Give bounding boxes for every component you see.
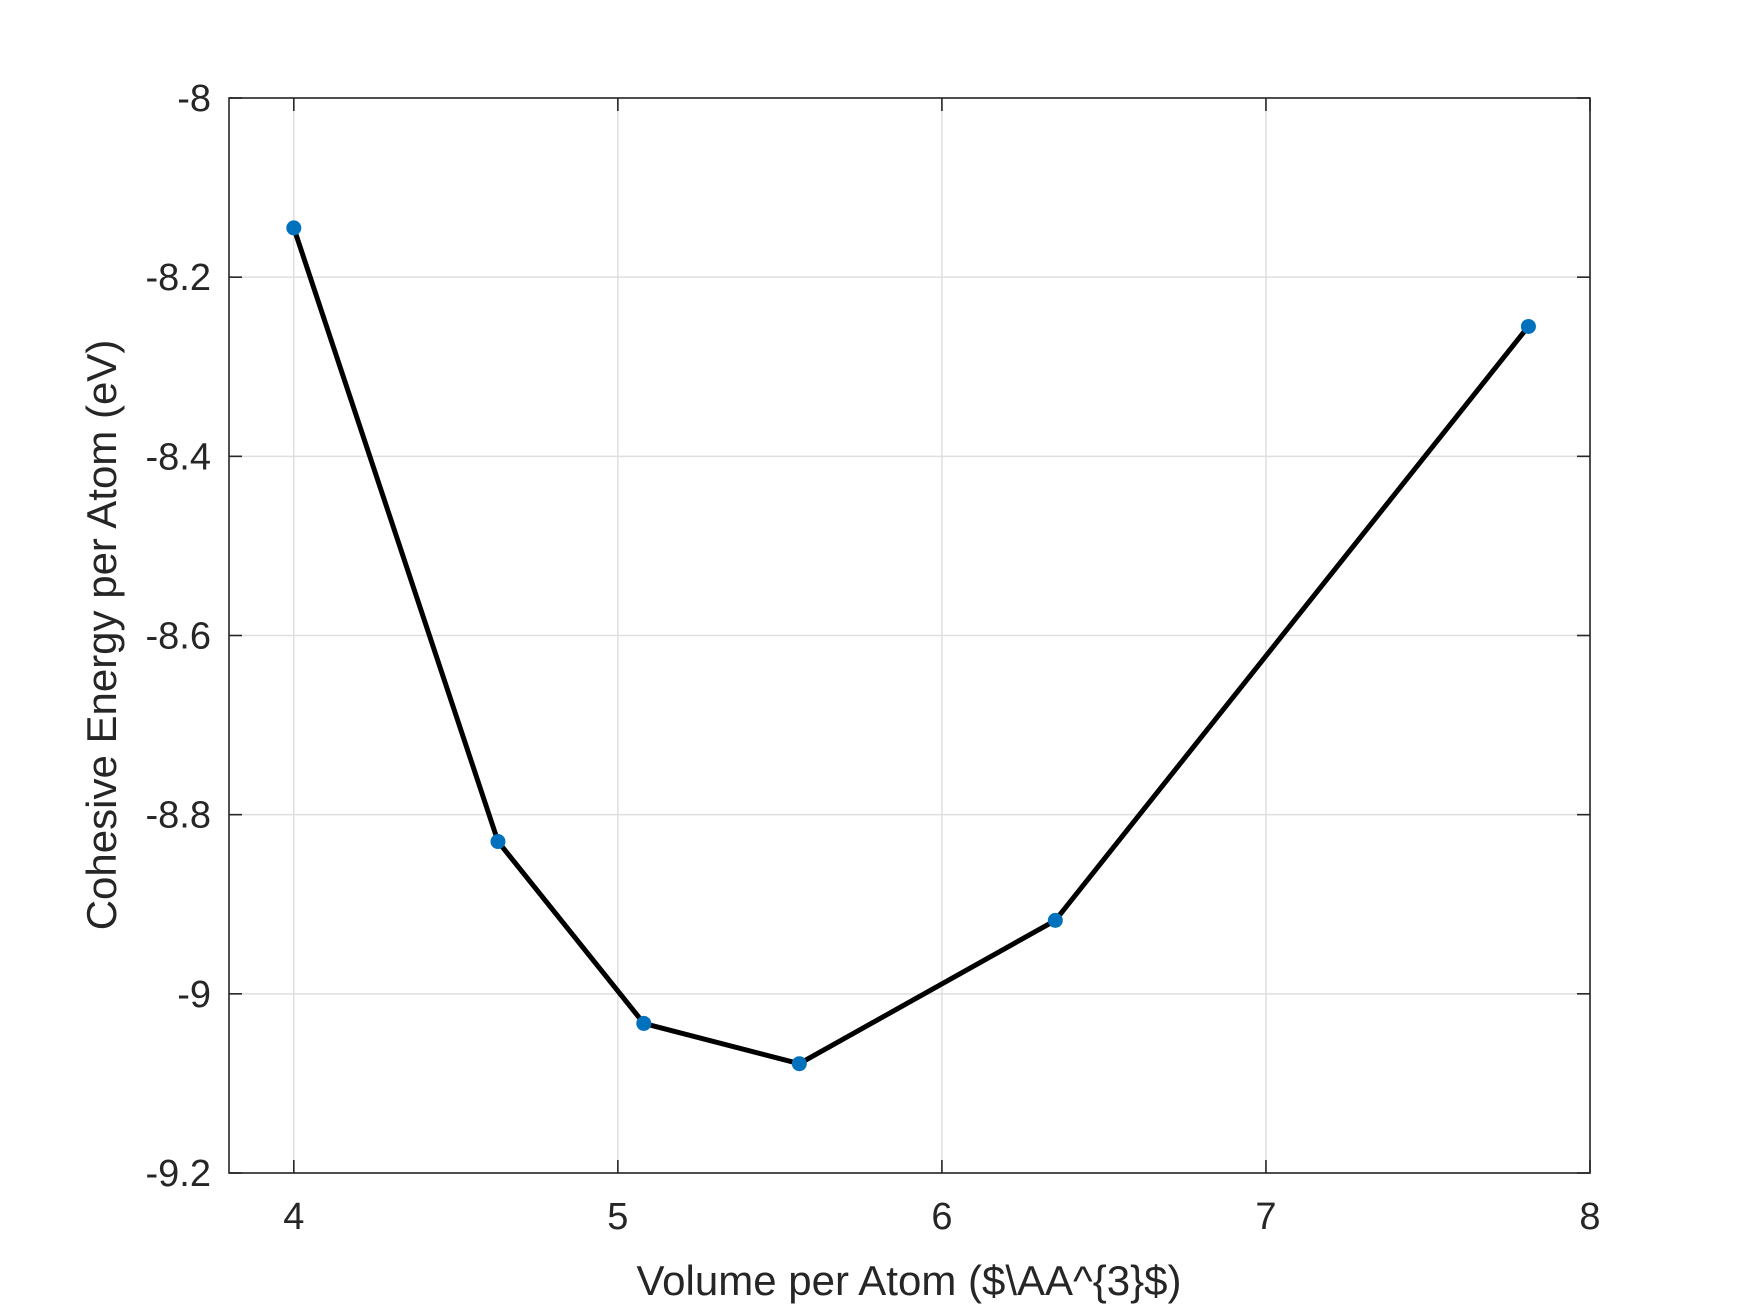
y-tick-labels: -8 -8.2 -8.4 -8.6 -8.8 -9 -9.2 <box>146 78 211 1195</box>
series <box>286 220 1536 1072</box>
x-tick-label: 8 <box>1579 1196 1600 1238</box>
y-tick-label: -8.2 <box>146 257 211 299</box>
data-point <box>1520 318 1536 334</box>
x-tick-labels: 4 5 6 7 8 <box>283 1196 1600 1238</box>
y-tick-label: -8.4 <box>146 436 211 478</box>
series-line <box>291 227 1531 1067</box>
plot-frame <box>228 97 1591 1174</box>
grid <box>229 97 1591 1174</box>
data-point <box>490 834 506 850</box>
y-tick-label: -9.2 <box>146 1153 211 1195</box>
y-tick-label: -9 <box>177 974 211 1016</box>
x-axis-label: Volume per Atom ($\AA^{3}$) <box>636 1257 1181 1304</box>
y-tick-label: -8.8 <box>146 795 211 837</box>
y-tick-label: -8 <box>177 78 211 120</box>
data-point <box>636 1015 652 1031</box>
data-point <box>1047 912 1063 928</box>
y-tick-label: -8.6 <box>146 616 211 658</box>
x-tick-label: 5 <box>607 1196 628 1238</box>
y-axis-label: Cohesive Energy per Atom (eV) <box>78 340 125 931</box>
x-tick-label: 7 <box>1255 1196 1276 1238</box>
data-point <box>791 1056 807 1072</box>
x-tick-label: 6 <box>931 1196 952 1238</box>
data-point <box>286 220 302 236</box>
x-tick-label: 4 <box>283 1196 304 1238</box>
